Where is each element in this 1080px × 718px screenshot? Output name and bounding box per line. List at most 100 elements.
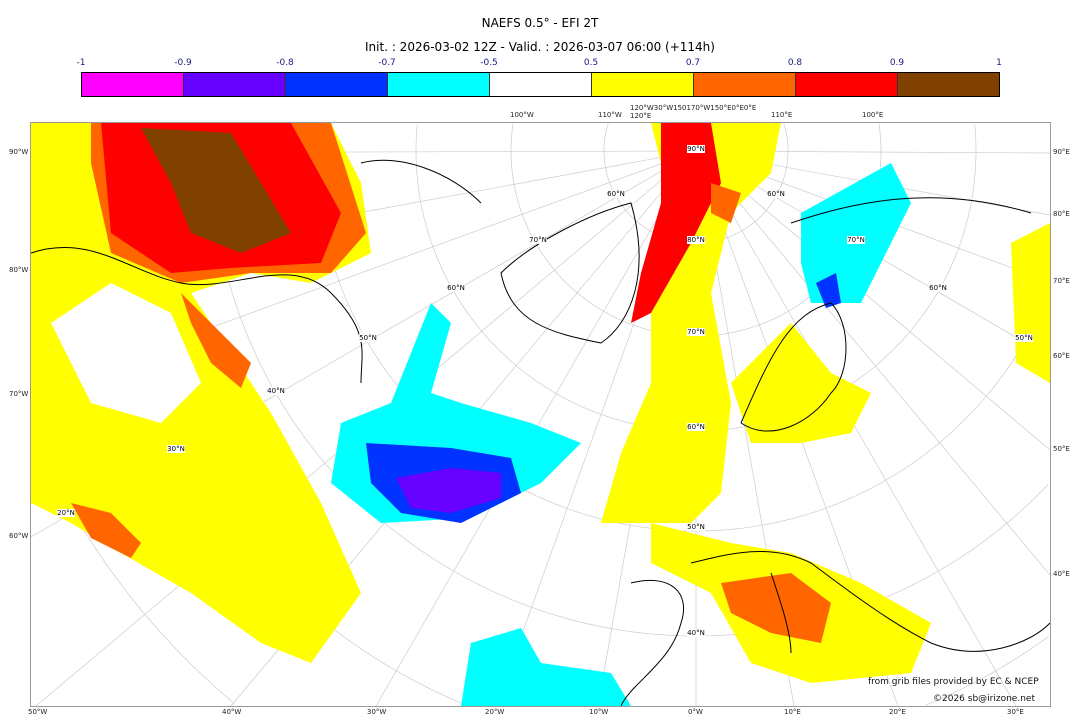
- lat-label-bg: [767, 190, 785, 198]
- colorbar-segment: [898, 73, 999, 96]
- bottom-label: 30°W: [367, 708, 387, 716]
- latitude-circle: [925, 636, 1049, 706]
- top-label: 110°W: [598, 111, 622, 119]
- lat-label-bg: [607, 190, 625, 198]
- left-label: 90°W: [9, 148, 29, 156]
- map-title: NAEFS 0.5° - EFI 2T: [481, 16, 599, 30]
- colorbar-segment: [490, 73, 592, 96]
- latitude-circle: [315, 151, 1050, 532]
- cyan-region-iberia-west: [461, 628, 631, 706]
- right-label: 50°E: [1053, 445, 1070, 453]
- colorbar-tick: 0.5: [583, 58, 599, 68]
- lat-label-bg: [447, 284, 465, 292]
- lat-label-bg: [167, 445, 185, 453]
- colorbar-tick: -0.9: [174, 58, 192, 68]
- bottom-label: 50°W: [28, 708, 48, 716]
- colorbar-tick: -0.8: [276, 58, 294, 68]
- bottom-label: 0°W: [688, 708, 703, 716]
- bottom-label: 30°E: [1007, 708, 1024, 716]
- bottom-label: 10°E: [784, 708, 801, 716]
- bottom-label: 10°W: [589, 708, 609, 716]
- lat-label-bg: [687, 236, 705, 244]
- colorbar-tick: 0.7: [685, 58, 701, 68]
- lat-label: 60°N: [767, 190, 785, 198]
- yellow-region-east-edge: [1011, 223, 1050, 383]
- colorbar-segment: [592, 73, 694, 96]
- lat-label-bg: [1015, 334, 1033, 342]
- right-label: 80°E: [1053, 210, 1070, 218]
- map-canvas: 90°N 80°N 70°N 60°N 50°N 40°N 60°N 70°N 60°N 50°N…: [31, 123, 1050, 706]
- colorbar-tick: 0.8: [787, 58, 803, 68]
- left-label: 70°W: [9, 390, 29, 398]
- lat-label: 30°N: [167, 445, 185, 453]
- latitude-circle: [415, 124, 418, 151]
- lat-label-bg: [687, 423, 705, 431]
- colorbar-segment: [694, 73, 796, 96]
- lat-label-bg: [929, 284, 947, 292]
- cyan-region-russia: [801, 163, 911, 303]
- orange-region-italy: [721, 573, 831, 643]
- colorbar-segment: [184, 73, 286, 96]
- brown-region-canada: [141, 128, 291, 253]
- latitude-circle: [210, 151, 1049, 637]
- colorbar-segment: [82, 73, 184, 96]
- right-label: 60°E: [1053, 352, 1070, 360]
- orange-spot-south: [71, 503, 141, 558]
- lat-label: 40°N: [267, 387, 285, 395]
- lat-label-bg: [359, 334, 377, 342]
- lat-label: 70°N: [847, 236, 865, 244]
- lat-label-bg: [529, 236, 547, 244]
- lat-label: 70°N: [529, 236, 547, 244]
- lat-label: 70°N: [687, 328, 705, 336]
- colorbar-tick: -0.7: [378, 58, 396, 68]
- lat-label-bg: [267, 387, 285, 395]
- lat-label: 60°N: [607, 190, 625, 198]
- bottom-label: 20°W: [485, 708, 505, 716]
- top-label: 100°E: [862, 111, 884, 119]
- copyright: ©2026 sb@irizone.net: [933, 694, 1035, 704]
- source-credit: from grib files provided by EC & NCEP: [868, 677, 1039, 687]
- lat-label: 50°N: [1015, 334, 1033, 342]
- latitude-circle: [603, 123, 609, 151]
- purple-region-atlantic: [396, 468, 501, 513]
- right-label: 70°E: [1053, 277, 1070, 285]
- lat-label: 20°N: [57, 509, 75, 517]
- efi-fields: [31, 123, 1050, 706]
- top-label: 110°E: [771, 111, 793, 119]
- white-gap: [51, 283, 201, 423]
- lat-label: 80°N: [687, 236, 705, 244]
- coastlines: [31, 159, 1050, 706]
- colorbar: [81, 72, 1000, 97]
- colorbar-tick: 0.9: [889, 58, 905, 68]
- colorbar-segment: [796, 73, 898, 96]
- red-region-pole: [631, 123, 721, 323]
- lat-label: 50°N: [687, 523, 705, 531]
- lat-label: 50°N: [359, 334, 377, 342]
- colorbar-tick: -0.5: [480, 58, 498, 68]
- lat-label: 90°N: [687, 145, 705, 153]
- bottom-label: 20°E: [889, 708, 906, 716]
- top-label: 120°W30°W150170°W150°E0°E0°E120°E: [630, 104, 757, 120]
- left-label: 80°W: [9, 266, 29, 274]
- lat-label: 60°N: [687, 423, 705, 431]
- colorbar-tick: 1: [996, 58, 1002, 68]
- lat-label-bg: [687, 523, 705, 531]
- lat-label-bg: [687, 328, 705, 336]
- lat-label: 60°N: [447, 284, 465, 292]
- lat-label: 40°N: [687, 629, 705, 637]
- yellow-region-pole-atlantic: [601, 123, 781, 523]
- bottom-label: 40°W: [222, 708, 242, 716]
- right-label: 90°E: [1053, 148, 1070, 156]
- lat-label-bg: [847, 236, 865, 244]
- colorbar-segment: [286, 73, 388, 96]
- left-label: 60°W: [9, 532, 29, 540]
- lat-label: 60°N: [929, 284, 947, 292]
- top-label: 100°W: [510, 111, 534, 119]
- blue-region-russia: [816, 273, 841, 308]
- orange-region-pole: [711, 183, 741, 223]
- map-subtitle: Init. : 2026-03-02 12Z - Valid. : 2026-0…: [365, 40, 715, 54]
- latitude-labels: 90°N 80°N 70°N 60°N 50°N 40°N 60°N 70°N 60°N 50°N…: [57, 145, 1033, 637]
- latitude-circle: [510, 123, 514, 151]
- colorbar-tick: -1: [76, 58, 86, 68]
- lat-label-bg: [687, 145, 705, 153]
